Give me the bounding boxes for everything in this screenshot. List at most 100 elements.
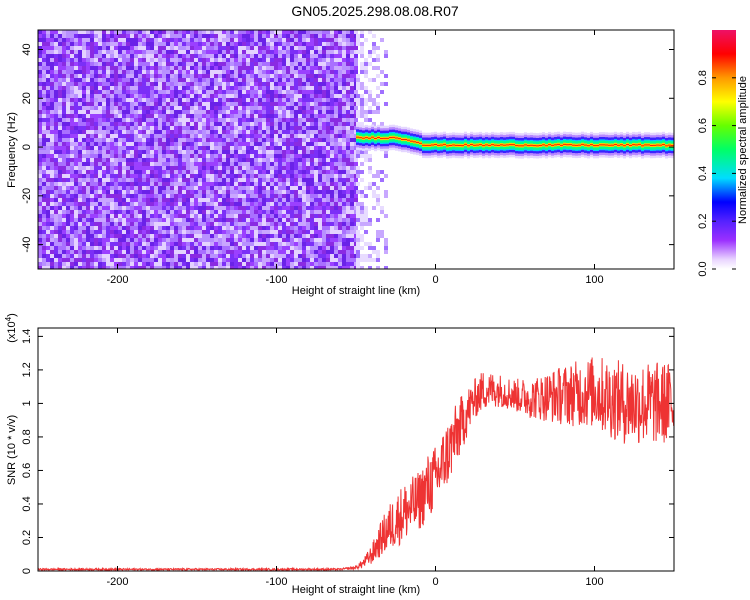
heatmap-cell (110, 30, 114, 34)
heatmap-cell (62, 242, 66, 246)
heatmap-cell (38, 170, 42, 174)
heatmap-cell (58, 250, 62, 254)
heatmap-cell (246, 50, 250, 54)
heatmap-cell (210, 182, 214, 186)
heatmap-cell (202, 166, 206, 170)
heatmap-cell (94, 34, 98, 38)
heatmap-cell (174, 78, 178, 82)
heatmap-cell (46, 62, 50, 66)
heatmap-cell (166, 190, 170, 194)
heatmap-cell (210, 102, 214, 106)
heatmap-cell (50, 250, 54, 254)
heatmap-cell (126, 182, 130, 186)
heatmap-cell (170, 54, 174, 58)
heatmap-cell (350, 202, 354, 206)
heatmap-cell (94, 198, 98, 202)
heatmap-cell (198, 226, 202, 230)
heatmap-cell (126, 106, 130, 110)
heatmap-cell (250, 134, 254, 138)
heatmap-cell (286, 130, 290, 134)
heatmap-cell (126, 162, 130, 166)
heatmap-cell (174, 110, 178, 114)
heatmap-cell (114, 98, 118, 102)
heatmap-cell (250, 250, 254, 254)
heatmap-cell (338, 222, 342, 226)
heatmap-cell (126, 238, 130, 242)
heatmap-cell (310, 86, 314, 90)
heatmap-cell (250, 218, 254, 222)
heatmap-cell (74, 214, 78, 218)
heatmap-cell (250, 202, 254, 206)
heatmap-cell (342, 178, 346, 182)
heatmap-cell (186, 210, 190, 214)
heatmap-cell (314, 206, 318, 210)
heatmap-cell (270, 186, 274, 190)
heatmap-cell (356, 210, 360, 214)
heatmap-cell (114, 30, 118, 34)
heatmap-cell (346, 38, 350, 42)
heatmap-cell (66, 206, 70, 210)
heatmap-cell (66, 42, 70, 46)
heatmap-cell (138, 230, 142, 234)
heatmap-cell (314, 126, 318, 130)
heatmap-cell (166, 86, 170, 90)
heatmap-cell (70, 162, 74, 166)
heatmap-cell (322, 46, 326, 50)
heatmap-cell (178, 206, 182, 210)
heatmap-cell (150, 134, 154, 138)
heatmap-cell (318, 238, 322, 242)
heatmap-cell (198, 266, 202, 269)
heatmap-cell (46, 34, 50, 38)
heatmap-cell (290, 206, 294, 210)
heatmap-cell (242, 170, 246, 174)
heatmap-cell (290, 242, 294, 246)
heatmap-cell (170, 30, 174, 34)
heatmap-cell (254, 210, 258, 214)
heatmap-cell (94, 154, 98, 158)
heatmap-cell (174, 34, 178, 38)
heatmap-cell (346, 258, 350, 262)
heatmap-cell (222, 178, 226, 182)
heatmap-cell (286, 138, 290, 142)
heatmap-cell (294, 202, 298, 206)
heatmap-cell (282, 98, 286, 102)
heatmap-cell (238, 242, 242, 246)
heatmap-cell (326, 222, 330, 226)
heatmap-cell (94, 190, 98, 194)
heatmap-cell (234, 230, 238, 234)
heatmap-cell (314, 150, 318, 154)
heatmap-cell (214, 194, 218, 198)
heatmap-cell (250, 66, 254, 70)
heatmap-cell (290, 62, 294, 66)
heatmap-cell (54, 110, 58, 114)
heatmap-cell (54, 202, 58, 206)
heatmap-cell (334, 82, 338, 86)
heatmap-cell (186, 82, 190, 86)
heatmap-cell (66, 62, 70, 66)
heatmap-cell (338, 174, 342, 178)
heatmap-cell (78, 230, 82, 234)
heatmap-cell (342, 86, 346, 90)
heatmap-cell (346, 266, 350, 269)
heatmap-cell (306, 222, 310, 226)
heatmap-cell (206, 154, 210, 158)
heatmap-cell (178, 254, 182, 258)
heatmap-cell (46, 54, 50, 58)
heatmap-cell (106, 98, 110, 102)
heatmap-cell (138, 146, 142, 150)
heatmap-cell (50, 234, 54, 238)
heatmap-cell (106, 114, 110, 118)
heatmap-cell (330, 202, 334, 206)
heatmap-cell (70, 134, 74, 138)
heatmap-cell (322, 238, 326, 242)
heatmap-cell (278, 78, 282, 82)
heatmap-cell (306, 114, 310, 118)
heatmap-cell (346, 142, 350, 146)
heatmap-cell (50, 214, 54, 218)
heatmap-cell (290, 86, 294, 90)
heatmap-cell (222, 170, 226, 174)
heatmap-cell (62, 170, 66, 174)
heatmap-cell (58, 110, 62, 114)
heatmap-cell (306, 142, 310, 146)
heatmap-cell (262, 78, 266, 82)
